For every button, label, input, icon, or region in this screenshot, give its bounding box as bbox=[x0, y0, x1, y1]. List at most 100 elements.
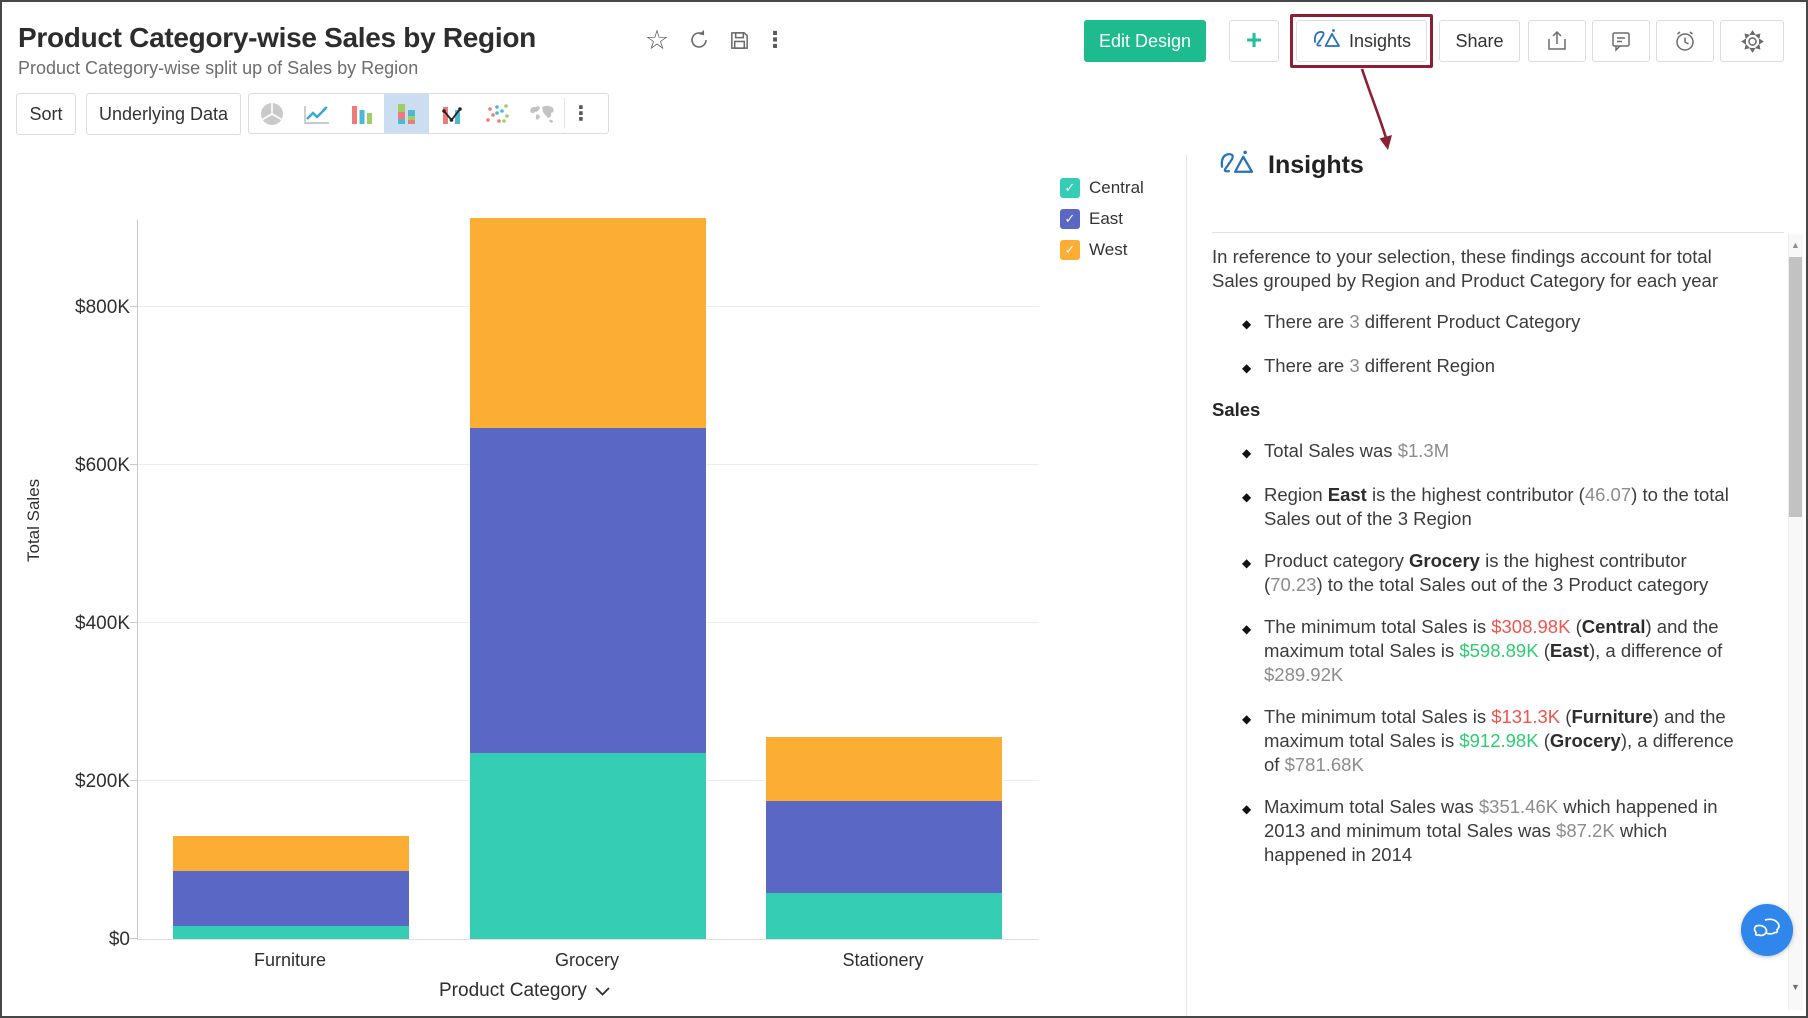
bar-segment-furniture-east[interactable] bbox=[173, 871, 409, 927]
plot-area bbox=[130, 217, 1039, 940]
legend-checkbox-west[interactable]: ✓ bbox=[1060, 240, 1080, 260]
insight-text: Maximum total Sales was $351.46K which h… bbox=[1264, 796, 1718, 865]
chart-legend: ✓ Central ✓ East ✓ West bbox=[1060, 178, 1144, 260]
zia-icon bbox=[1218, 148, 1256, 183]
settings-button[interactable] bbox=[1720, 20, 1784, 62]
map-chart-icon[interactable] bbox=[519, 94, 564, 133]
y-axis-tick-label: $200K bbox=[75, 771, 130, 792]
legend-label: East bbox=[1089, 209, 1124, 228]
chevron-down-icon bbox=[595, 986, 610, 996]
bar-segment-grocery-west[interactable] bbox=[470, 217, 706, 428]
bar-segment-furniture-west[interactable] bbox=[173, 835, 409, 872]
insights-button[interactable]: Insights bbox=[1296, 20, 1427, 62]
legend-label: West bbox=[1089, 240, 1128, 259]
legend-checkbox-central[interactable]: ✓ bbox=[1060, 178, 1080, 198]
more-options-icon[interactable]: ⋮ bbox=[764, 27, 786, 52]
insights-findings-list: ◆ There are 3 different Product Category ◆… bbox=[1212, 310, 1734, 867]
legend-label: Central bbox=[1089, 178, 1144, 197]
insight-text: The minimum total Sales is $308.98K (Cen… bbox=[1264, 616, 1723, 685]
diamond-bullet-icon: ◆ bbox=[1242, 802, 1252, 816]
bar-chart-icon[interactable] bbox=[339, 94, 384, 133]
y-axis-tick-label: $0 bbox=[108, 929, 130, 950]
scatter-chart-icon[interactable] bbox=[474, 94, 519, 133]
insights-panel-title: Insights bbox=[1268, 151, 1364, 179]
underlying-data-button[interactable]: Underlying Data bbox=[86, 93, 241, 135]
diamond-bullet-icon: ◆ bbox=[1242, 446, 1252, 460]
y-axis-tick bbox=[130, 464, 138, 465]
insight-text: The minimum total Sales is $131.3K (Furn… bbox=[1264, 706, 1734, 775]
favorite-star-icon[interactable]: ☆ bbox=[644, 24, 670, 55]
legend-item-east[interactable]: ✓ East bbox=[1060, 209, 1144, 229]
annotation-arrow bbox=[1360, 68, 1392, 150]
y-axis-tick bbox=[130, 306, 138, 307]
x-axis-label-furniture: Furniture bbox=[253, 950, 327, 970]
line-chart-icon[interactable] bbox=[294, 94, 339, 133]
alarm-button[interactable] bbox=[1656, 20, 1714, 62]
chart-type-more-icon[interactable]: ⋮ bbox=[571, 103, 591, 125]
insights-button-label: Insights bbox=[1348, 30, 1412, 51]
bar-segment-stationery-east[interactable] bbox=[766, 800, 1002, 894]
y-axis-title: Total Sales bbox=[24, 478, 43, 562]
chart-type-switcher: ⋮ bbox=[248, 93, 609, 134]
insight-bullet: ◆ Maximum total Sales was $351.46K which … bbox=[1242, 795, 1734, 867]
combo-chart-icon[interactable] bbox=[429, 94, 474, 133]
support-chat-button[interactable] bbox=[1741, 904, 1793, 956]
refresh-icon[interactable] bbox=[682, 24, 716, 56]
insight-text: There are 3 different Product Category bbox=[1264, 311, 1581, 332]
export-button[interactable] bbox=[1528, 20, 1586, 62]
y-axis-tick bbox=[130, 780, 138, 781]
insight-bullet: ◆ Region East is the highest contributor … bbox=[1242, 483, 1734, 531]
stacked-bar-chart-icon-selected[interactable] bbox=[384, 94, 429, 133]
scrollbar-down-arrow[interactable]: ▼ bbox=[1791, 982, 1800, 992]
share-button[interactable]: Share bbox=[1439, 20, 1520, 62]
y-axis-tick-label: $800K bbox=[75, 297, 130, 318]
legend-checkbox-east[interactable]: ✓ bbox=[1060, 209, 1080, 229]
gear-icon bbox=[1740, 29, 1764, 53]
insight-bullet: ◆ There are 3 different Region bbox=[1242, 354, 1734, 380]
pie-chart-icon[interactable] bbox=[249, 94, 294, 133]
x-axis-title-dropdown[interactable]: Product Category bbox=[439, 980, 610, 1002]
diamond-bullet-icon: ◆ bbox=[1242, 622, 1252, 636]
x-axis-title-label: Product Category bbox=[439, 980, 587, 1001]
insights-panel-header: Insights bbox=[1218, 148, 1364, 183]
y-axis-tick bbox=[130, 622, 138, 623]
zia-icon bbox=[1312, 27, 1342, 56]
bar-segment-stationery-west[interactable] bbox=[766, 736, 1002, 801]
insight-bullet: ◆ Total Sales was $1.3M bbox=[1242, 439, 1734, 465]
insight-text: Product category Grocery is the highest … bbox=[1264, 550, 1709, 595]
save-icon[interactable] bbox=[722, 24, 756, 56]
page-subtitle: Product Category-wise split up of Sales … bbox=[18, 58, 419, 78]
x-axis-label-grocery: Grocery bbox=[554, 950, 620, 970]
panel-divider bbox=[1186, 154, 1187, 1016]
divider bbox=[1212, 232, 1784, 233]
insight-bullet: ◆ The minimum total Sales is $308.98K (Ce… bbox=[1242, 615, 1734, 687]
insights-content: In reference to your selection, these fi… bbox=[1212, 245, 1734, 1016]
bar-segment-grocery-central[interactable] bbox=[470, 753, 706, 939]
diamond-bullet-icon: ◆ bbox=[1242, 712, 1252, 726]
bar-segment-furniture-central[interactable] bbox=[173, 926, 409, 939]
bar-segment-stationery-central[interactable] bbox=[766, 893, 1002, 939]
insights-scrollbar-thumb[interactable] bbox=[1789, 257, 1802, 517]
edit-design-button[interactable]: Edit Design bbox=[1084, 20, 1206, 62]
insights-section-heading: Sales bbox=[1212, 399, 1261, 420]
bar-segment-grocery-east[interactable] bbox=[470, 427, 706, 754]
chat-bubbles-icon bbox=[1753, 918, 1780, 937]
export-icon bbox=[1548, 30, 1566, 50]
insight-bullet: ◆ Product category Grocery is the highest… bbox=[1242, 549, 1734, 597]
diamond-bullet-icon: ◆ bbox=[1242, 317, 1252, 331]
comment-icon bbox=[1612, 32, 1630, 52]
alarm-icon bbox=[1676, 31, 1694, 51]
comment-button[interactable] bbox=[1592, 20, 1650, 62]
divider bbox=[564, 98, 565, 129]
legend-item-west[interactable]: ✓ West bbox=[1060, 240, 1144, 260]
diamond-bullet-icon: ◆ bbox=[1242, 490, 1252, 504]
diamond-bullet-icon: ◆ bbox=[1242, 361, 1252, 375]
sort-button[interactable]: Sort bbox=[16, 93, 76, 135]
y-axis-tick-label: $400K bbox=[75, 613, 130, 634]
add-button[interactable]: + bbox=[1229, 20, 1279, 62]
scrollbar-up-arrow[interactable]: ▲ bbox=[1791, 240, 1800, 250]
legend-item-central[interactable]: ✓ Central bbox=[1060, 178, 1144, 198]
insight-text: There are 3 different Region bbox=[1264, 355, 1496, 376]
page-title: Product Category-wise Sales by Region bbox=[18, 22, 536, 53]
